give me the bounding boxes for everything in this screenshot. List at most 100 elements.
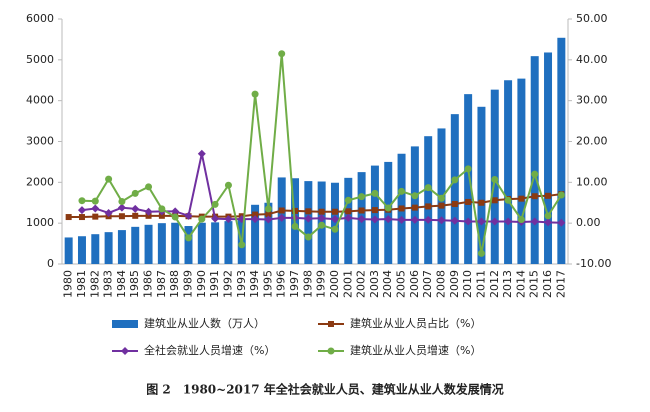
x-tick-label: 1982 bbox=[88, 270, 101, 298]
point bbox=[411, 204, 418, 211]
point bbox=[504, 217, 513, 226]
bar bbox=[91, 234, 100, 264]
bar bbox=[370, 165, 379, 264]
bar bbox=[330, 182, 339, 264]
point bbox=[464, 165, 472, 173]
point bbox=[264, 215, 273, 224]
point bbox=[224, 215, 233, 224]
point bbox=[171, 213, 179, 221]
point bbox=[411, 192, 419, 200]
bar bbox=[117, 230, 126, 264]
point bbox=[330, 215, 339, 224]
point bbox=[397, 215, 406, 224]
point bbox=[318, 221, 326, 229]
point bbox=[304, 214, 313, 223]
point bbox=[478, 199, 485, 206]
point bbox=[78, 197, 86, 205]
x-tick-label: 2014 bbox=[514, 270, 527, 298]
point bbox=[410, 215, 419, 224]
legend-label: 建筑业从业人员增速（%） bbox=[350, 343, 481, 357]
point bbox=[398, 205, 405, 212]
point bbox=[491, 175, 499, 183]
point bbox=[105, 175, 113, 183]
bar bbox=[184, 226, 193, 264]
legend-swatch bbox=[112, 320, 138, 328]
x-tick-label: 2010 bbox=[461, 270, 474, 298]
point bbox=[490, 217, 499, 226]
point bbox=[211, 200, 219, 208]
point bbox=[131, 189, 139, 197]
x-tick-label: 1986 bbox=[142, 270, 155, 298]
bar bbox=[557, 37, 566, 265]
x-tick-label: 1981 bbox=[75, 270, 88, 298]
x-tick-label: 1991 bbox=[208, 270, 221, 298]
x-tick-label: 2009 bbox=[448, 270, 461, 298]
point bbox=[531, 193, 538, 200]
legend-marker bbox=[327, 347, 335, 355]
bar bbox=[197, 222, 206, 264]
point bbox=[91, 197, 99, 205]
point bbox=[544, 218, 553, 227]
point bbox=[464, 217, 473, 226]
x-tick-label: 1998 bbox=[301, 270, 314, 298]
point bbox=[251, 215, 260, 224]
point bbox=[438, 194, 445, 202]
bar bbox=[450, 114, 459, 265]
point bbox=[504, 196, 512, 204]
bar bbox=[384, 161, 393, 264]
point bbox=[518, 195, 525, 202]
legend-label: 全社会就业人员增速（%） bbox=[144, 343, 275, 357]
x-tick-label: 2011 bbox=[474, 270, 487, 298]
point bbox=[424, 215, 433, 224]
y2-tick-label: -10.00 bbox=[576, 257, 611, 270]
point bbox=[77, 206, 86, 215]
bar bbox=[171, 222, 180, 264]
point bbox=[371, 207, 378, 214]
point bbox=[304, 233, 312, 241]
point bbox=[437, 216, 446, 225]
y-tick-label: 3000 bbox=[26, 135, 54, 148]
x-tick-label: 1994 bbox=[248, 270, 261, 298]
point bbox=[265, 211, 272, 218]
x-tick-label: 2000 bbox=[328, 270, 341, 298]
point bbox=[491, 197, 498, 204]
x-tick-label: 2006 bbox=[408, 270, 421, 298]
point bbox=[92, 213, 99, 220]
point bbox=[425, 203, 432, 210]
x-tick-label: 1993 bbox=[235, 270, 248, 298]
point bbox=[318, 208, 325, 215]
x-tick-label: 1988 bbox=[168, 270, 181, 298]
bar bbox=[504, 80, 513, 264]
x-tick-label: 1985 bbox=[128, 270, 141, 298]
x-tick-label: 1989 bbox=[182, 270, 195, 298]
x-tick-label: 2012 bbox=[488, 270, 501, 298]
caption: 图 2 1980~2017 年全社会就业人员、建筑业从业人数发展情况 bbox=[146, 382, 504, 397]
bar bbox=[64, 237, 73, 264]
point bbox=[398, 187, 406, 195]
point bbox=[291, 222, 299, 230]
bar bbox=[544, 52, 553, 264]
x-tick-label: 1990 bbox=[195, 270, 208, 298]
x-tick-label: 1984 bbox=[115, 270, 128, 298]
point bbox=[557, 191, 565, 199]
bar bbox=[477, 106, 486, 265]
point bbox=[450, 216, 459, 225]
point bbox=[278, 207, 285, 214]
x-tick-label: 2004 bbox=[381, 270, 394, 298]
legend-label: 建筑业从业人数（万人） bbox=[144, 316, 265, 330]
point bbox=[211, 214, 220, 223]
bar bbox=[131, 226, 140, 264]
x-tick-label: 1999 bbox=[315, 270, 328, 298]
point bbox=[384, 204, 392, 212]
x-tick-label: 1987 bbox=[155, 270, 168, 298]
point bbox=[344, 196, 352, 204]
point bbox=[384, 215, 393, 224]
point bbox=[224, 181, 232, 189]
bar bbox=[424, 136, 433, 264]
point bbox=[198, 215, 206, 223]
bar bbox=[157, 223, 166, 264]
point bbox=[331, 225, 339, 233]
x-tick-label: 2007 bbox=[421, 270, 434, 298]
y-tick-label: 2000 bbox=[26, 175, 54, 188]
point bbox=[118, 198, 126, 206]
